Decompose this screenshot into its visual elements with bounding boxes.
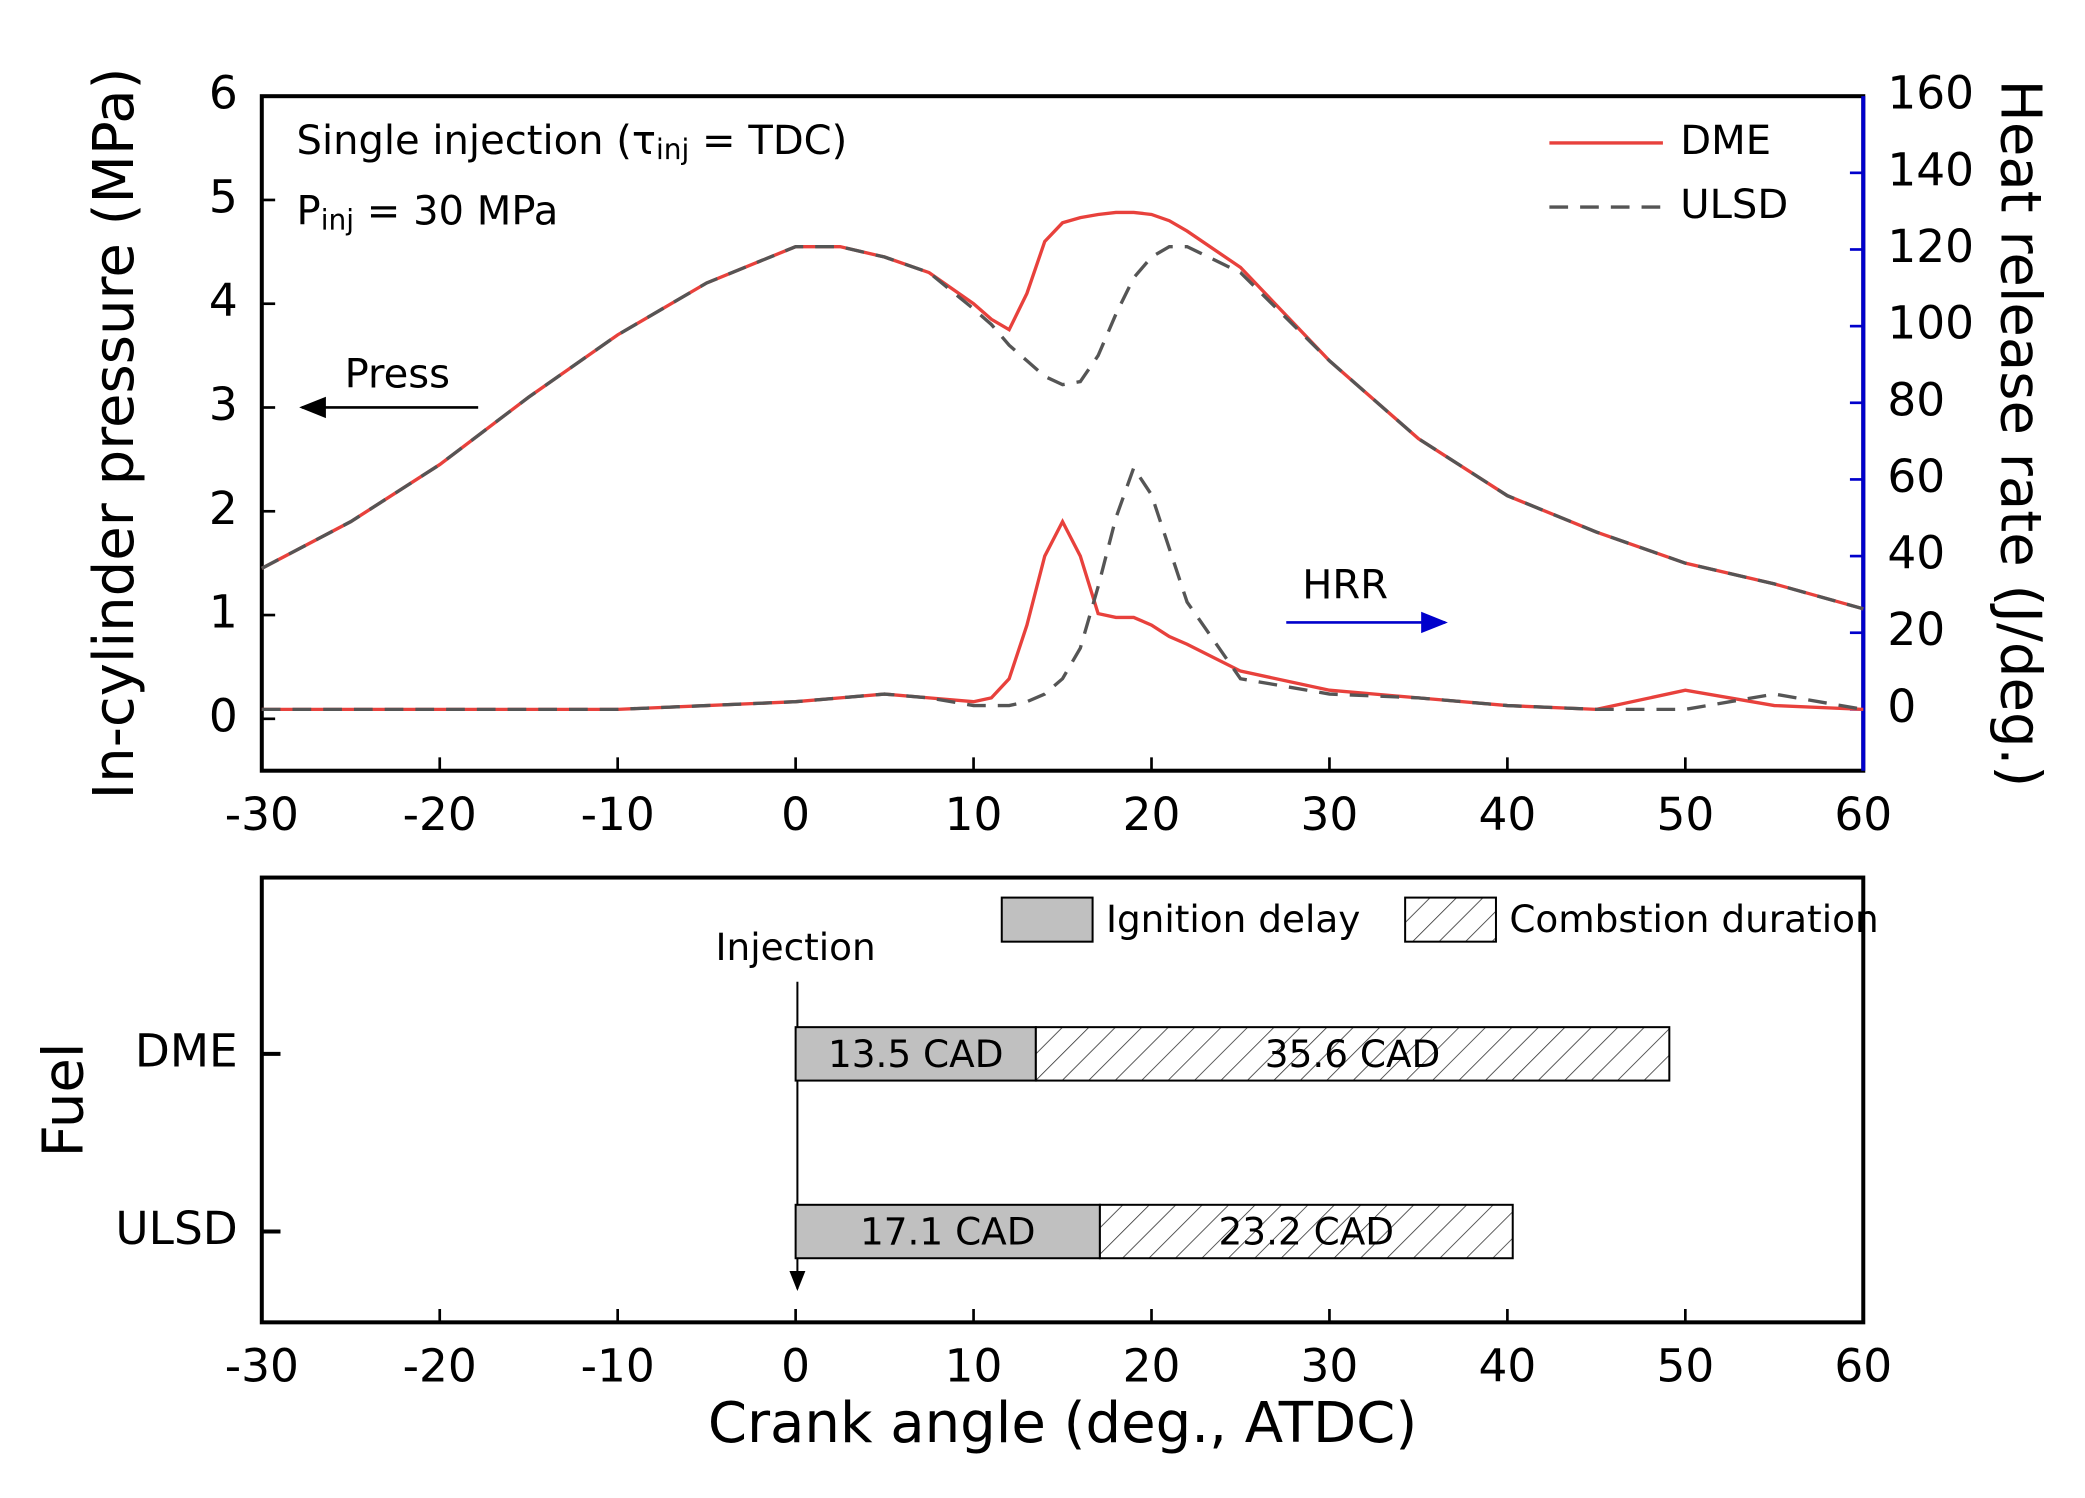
y2-tick-label: 0	[1887, 680, 1916, 733]
annotation: Pinj = 30 MPa	[297, 189, 559, 237]
y-axis-label: In-cylinder pressure (MPa)	[82, 68, 147, 800]
bar-segment	[1098, 1203, 1514, 1260]
press-label: Press	[345, 352, 450, 398]
injection-label: Injection	[716, 925, 876, 969]
data-line	[261, 517, 1864, 712]
x-tick-label: 30	[1301, 788, 1359, 841]
x-tick-label: -20	[403, 1340, 477, 1393]
legend-label: Combstion duration	[1509, 897, 1878, 941]
annotation-part: inj	[656, 133, 689, 166]
legend-swatch	[1404, 896, 1497, 943]
x-axis-label: Crank angle (deg., ATDC)	[708, 1391, 1417, 1456]
bar-label: 13.5 CAD	[828, 1032, 1004, 1076]
y2-tick-label: 120	[1887, 220, 1974, 273]
annotation-part: = 30 MPa	[354, 189, 558, 235]
x-tick-label: 30	[1301, 1340, 1359, 1393]
y-tick-label: 5	[209, 170, 238, 223]
x-tick-label: 40	[1479, 788, 1537, 841]
bar-segment	[794, 1026, 1037, 1082]
data-line	[261, 210, 1864, 611]
y2-tick-label: 100	[1887, 297, 1974, 350]
y-tick-label: 4	[209, 274, 238, 327]
x-tick-label: 0	[781, 1340, 810, 1393]
y-tick-label: 0	[209, 689, 238, 742]
y2-tick-label: 20	[1887, 603, 1945, 656]
y2-tick-label: 80	[1887, 373, 1945, 426]
y2-tick-label: 160	[1887, 67, 1974, 120]
y-tick-label: 2	[209, 482, 238, 535]
annotation-part: = TDC)	[689, 118, 847, 164]
x-tick-label: 40	[1479, 1340, 1537, 1393]
x-tick-label: 10	[945, 1340, 1003, 1393]
annotation-part: inj	[321, 204, 354, 237]
x-tick-label: 10	[945, 788, 1003, 841]
bar-label: 35.6 CAD	[1265, 1032, 1441, 1076]
bar-segment	[794, 1203, 1101, 1260]
y2-tick-label: 140	[1887, 143, 1974, 196]
legend-swatch	[1000, 896, 1094, 943]
x-tick-label: 60	[1834, 788, 1892, 841]
legend-label: ULSD	[1680, 182, 1788, 228]
y2-tick-label: 60	[1887, 450, 1945, 503]
annotation-part: P	[297, 189, 321, 235]
annotation-part: Single injection (τ	[297, 118, 656, 164]
y-tick-label: DME	[135, 1024, 238, 1077]
y-tick-label: 6	[209, 67, 238, 120]
bar-segment	[1034, 1026, 1671, 1082]
y-tick-label: 1	[209, 586, 238, 639]
x-tick-label: 20	[1123, 1340, 1181, 1393]
x-tick-label: -10	[581, 1340, 655, 1393]
x-tick-label: 50	[1656, 788, 1714, 841]
legend-label: Ignition delay	[1106, 897, 1360, 941]
y-axis-label: Fuel	[31, 1043, 96, 1158]
x-tick-label: -30	[225, 788, 299, 841]
data-line	[261, 464, 1864, 712]
x-tick-label: 60	[1834, 1340, 1892, 1393]
x-tick-label: 20	[1123, 788, 1181, 841]
y2-tick-label: 40	[1887, 527, 1945, 580]
x-tick-label: -10	[581, 788, 655, 841]
x-tick-label: -30	[225, 1340, 299, 1393]
plot-frame	[259, 875, 1866, 1325]
y-tick-label: 3	[209, 378, 238, 431]
data-line	[261, 244, 1864, 611]
bar-label: 23.2 CAD	[1219, 1210, 1395, 1254]
legend-label: DME	[1680, 118, 1771, 164]
bar-label: 17.1 CAD	[860, 1210, 1036, 1254]
x-tick-label: 50	[1656, 1340, 1714, 1393]
y-tick-label: ULSD	[115, 1202, 237, 1255]
y2-axis-label: Heat release rate (J/deg.)	[1987, 80, 2052, 788]
x-tick-label: 0	[781, 788, 810, 841]
x-tick-label: -20	[403, 788, 477, 841]
annotation: Single injection (τinj = TDC)	[297, 118, 848, 166]
hrr-label: HRR	[1302, 563, 1388, 609]
